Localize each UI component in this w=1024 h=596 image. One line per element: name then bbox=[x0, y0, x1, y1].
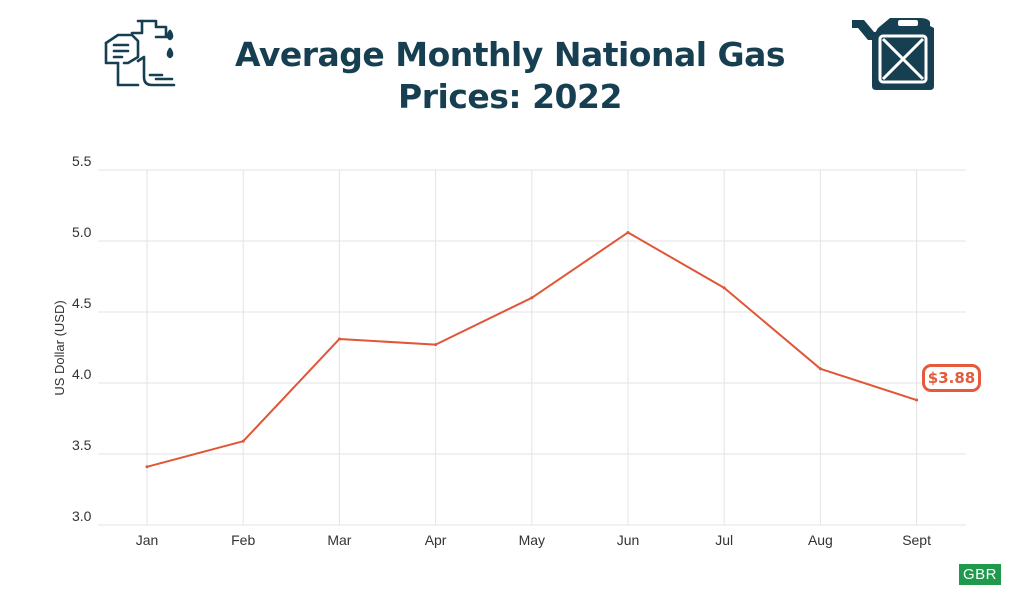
data-point bbox=[626, 230, 630, 234]
y-tick-label: 4.0 bbox=[72, 366, 92, 382]
axis-ticks: 3.0 3.5 4.0 4.5 5.0 5.5 Jan Feb Mar Apr May Jun Jul A… bbox=[72, 153, 931, 548]
data-point bbox=[434, 343, 438, 347]
data-point bbox=[145, 465, 149, 469]
y-tick-label: 5.5 bbox=[72, 153, 92, 169]
gas-pump-icon bbox=[104, 19, 176, 87]
x-tick-label: Jun bbox=[617, 532, 640, 548]
title-line-1: Average Monthly National Gas bbox=[234, 35, 786, 74]
y-tick-label: 5.0 bbox=[72, 224, 92, 240]
x-tick-label: Jul bbox=[715, 532, 733, 548]
x-tick-label: Mar bbox=[327, 532, 351, 548]
y-tick-label: 4.5 bbox=[72, 295, 92, 311]
x-tick-label: Aug bbox=[808, 532, 833, 548]
x-tick-label: Apr bbox=[425, 532, 447, 548]
gbr-logo: GBR bbox=[959, 564, 1001, 585]
x-tick-label: Feb bbox=[231, 532, 255, 548]
x-tick-label: Sept bbox=[902, 532, 931, 548]
x-tick-label: May bbox=[519, 532, 545, 548]
data-point bbox=[530, 296, 534, 300]
jerry-can-icon bbox=[852, 18, 934, 90]
chart-title: Average Monthly National Gas Prices: 202… bbox=[200, 34, 820, 118]
data-point bbox=[722, 286, 726, 290]
last-value-badge: $3.88 bbox=[922, 364, 981, 392]
data-point bbox=[241, 439, 245, 443]
y-axis-label: US Dollar (USD) bbox=[52, 300, 67, 395]
y-tick-label: 3.5 bbox=[72, 437, 92, 453]
data-point bbox=[915, 398, 919, 402]
x-tick-label: Jan bbox=[136, 532, 159, 548]
grid bbox=[98, 169, 966, 526]
data-point bbox=[337, 337, 341, 341]
y-tick-label: 3.0 bbox=[72, 508, 92, 524]
series bbox=[145, 230, 919, 469]
title-line-2: Prices: 2022 bbox=[398, 77, 622, 116]
data-point bbox=[818, 367, 822, 371]
